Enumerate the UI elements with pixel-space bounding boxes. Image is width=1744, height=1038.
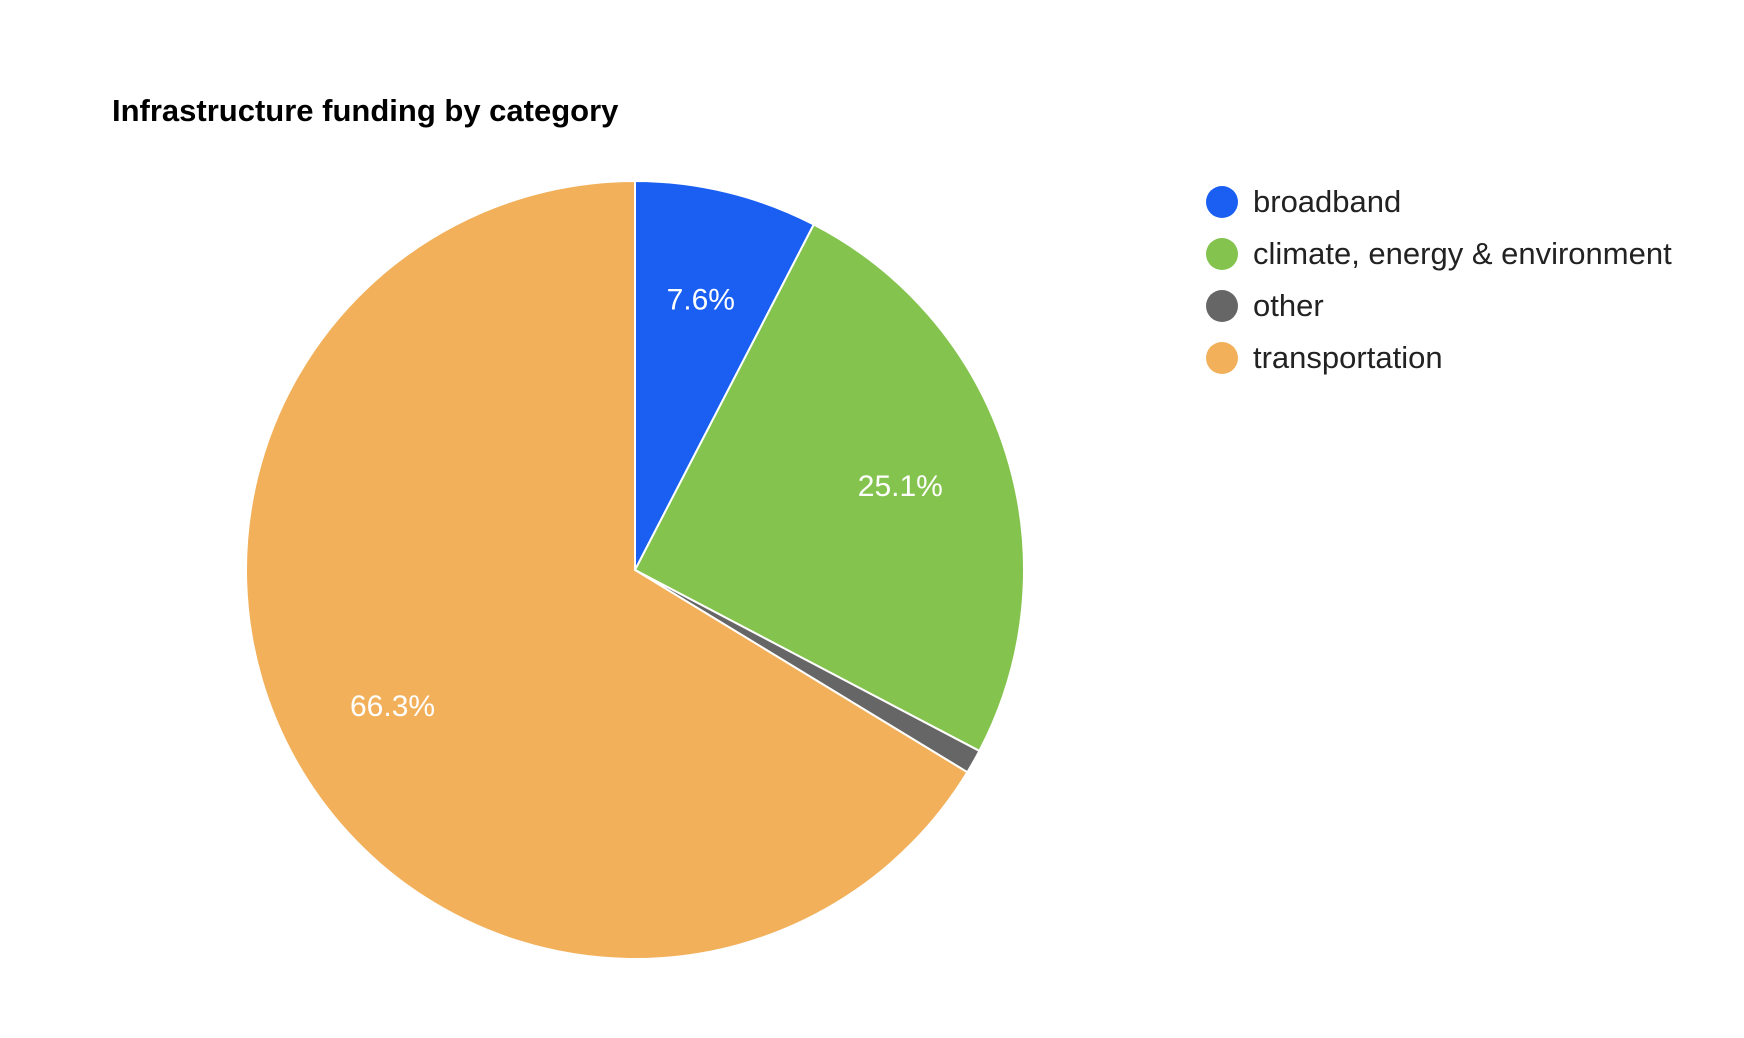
legend: broadband climate, energy & environment …	[1206, 176, 1672, 384]
slice-data-label: 7.6%	[667, 283, 735, 316]
legend-item-climate[interactable]: climate, energy & environment	[1206, 228, 1672, 280]
pie-slice-climate[interactable]	[634, 223, 1025, 752]
legend-swatch-climate	[1206, 238, 1238, 270]
legend-label: broadband	[1253, 184, 1402, 219]
slice-data-label: 25.1%	[858, 470, 943, 503]
legend-label: climate, energy & environment	[1253, 236, 1672, 271]
pie-slice-broadband[interactable]	[634, 180, 815, 571]
legend-swatch-transportation	[1206, 342, 1238, 374]
legend-label: transportation	[1253, 340, 1443, 375]
legend-item-broadband[interactable]: broadband	[1206, 176, 1672, 228]
pie-slice-transportation[interactable]	[245, 180, 969, 960]
legend-swatch-broadband	[1206, 186, 1238, 218]
legend-item-transportation[interactable]: transportation	[1206, 332, 1672, 384]
chart-title: Infrastructure funding by category	[112, 93, 619, 128]
legend-label: other	[1253, 288, 1324, 323]
slice-data-label: 66.3%	[350, 690, 435, 723]
legend-item-other[interactable]: other	[1206, 280, 1672, 332]
legend-swatch-other	[1206, 290, 1238, 322]
